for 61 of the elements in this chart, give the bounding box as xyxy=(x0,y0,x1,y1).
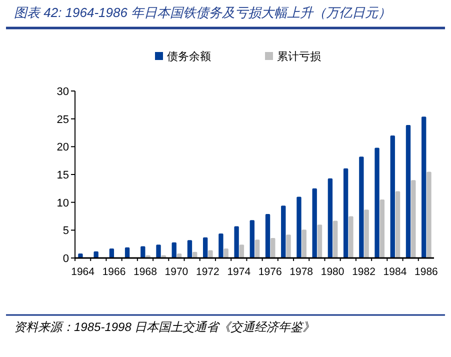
x-tick-label: 1982 xyxy=(352,266,376,278)
bar xyxy=(239,244,244,258)
chart-title: 图表 42: 1964-1986 年日本国铁债务及亏损大幅上升（万亿日元） xyxy=(14,5,392,20)
bar xyxy=(296,196,302,258)
bar xyxy=(364,210,369,258)
y-tick-label: 10 xyxy=(56,197,69,210)
bar xyxy=(333,220,338,258)
y-tick-label: 5 xyxy=(62,225,69,238)
y-tick-label: 15 xyxy=(56,170,69,182)
bar xyxy=(312,188,317,258)
bar xyxy=(390,136,395,258)
bar xyxy=(411,180,416,258)
y-tick-label: 20 xyxy=(56,142,69,154)
bar xyxy=(380,200,385,258)
bar xyxy=(140,246,146,258)
x-tick-label: 1970 xyxy=(164,266,188,278)
bar xyxy=(426,172,432,258)
bar xyxy=(187,240,192,258)
bar xyxy=(281,206,286,258)
bar xyxy=(270,238,276,258)
x-tick-label: 1968 xyxy=(134,266,158,278)
bar xyxy=(265,214,270,258)
bar xyxy=(172,242,176,258)
y-tick-label: 25 xyxy=(56,114,69,126)
bar xyxy=(109,248,114,258)
bar xyxy=(94,251,98,258)
bar xyxy=(218,234,224,258)
x-tick-label: 1976 xyxy=(258,266,282,278)
x-tick-label: 1964 xyxy=(71,266,95,278)
x-tick-label: 1972 xyxy=(196,266,220,278)
y-tick-label: 30 xyxy=(56,86,69,98)
bar xyxy=(395,191,400,258)
bar xyxy=(317,224,322,258)
bar xyxy=(343,168,348,258)
bar xyxy=(374,148,380,258)
x-tick-label: 1966 xyxy=(102,266,126,278)
y-tick-label: 0 xyxy=(62,253,69,265)
bar xyxy=(422,116,426,258)
bar xyxy=(254,240,260,258)
bar xyxy=(78,254,83,258)
legend-label: 累计亏损 xyxy=(277,50,321,63)
x-tick-label: 1980 xyxy=(320,266,344,278)
bar xyxy=(328,178,333,258)
bar xyxy=(348,216,354,258)
x-tick-label: 1984 xyxy=(383,266,407,278)
bar xyxy=(286,234,291,258)
bar xyxy=(359,156,364,258)
x-tick-label: 1986 xyxy=(414,266,438,278)
bar xyxy=(208,250,213,258)
bar xyxy=(234,226,239,258)
text: 资料来源：1985-1998 日本国土交通省《交通经济年鉴》 xyxy=(14,320,315,334)
bar xyxy=(406,124,411,258)
bar xyxy=(124,247,130,258)
bar xyxy=(156,244,161,258)
bar xyxy=(202,237,208,258)
bar xyxy=(302,230,306,258)
legend-label: 债务余额 xyxy=(167,50,211,63)
x-tick-label: 1974 xyxy=(227,266,251,278)
x-tick-label: 1978 xyxy=(290,266,314,278)
bar xyxy=(250,220,254,258)
bar xyxy=(224,248,228,258)
